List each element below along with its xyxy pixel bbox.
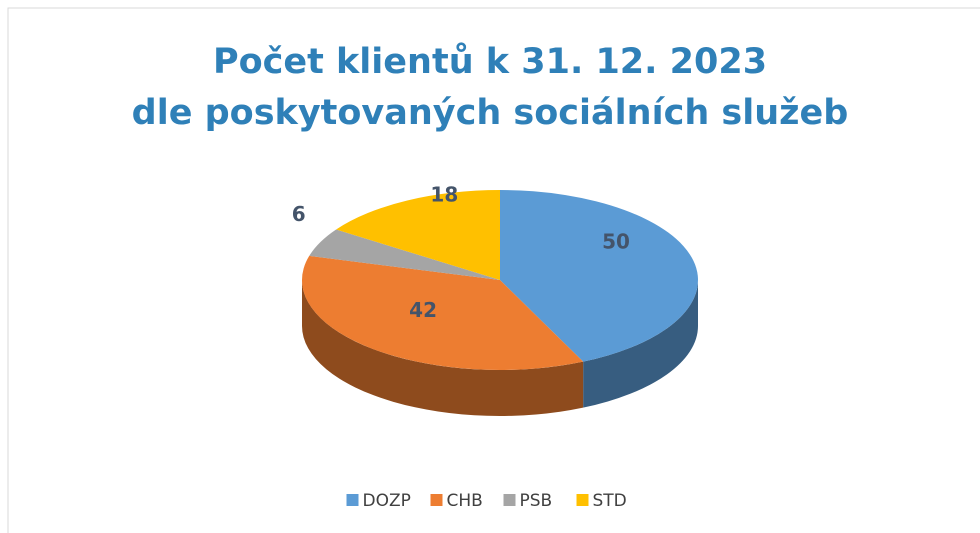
legend-item: DOZP xyxy=(346,491,411,511)
chart-title: Počet klientů k 31. 12. 2023 xyxy=(213,41,767,82)
data-label: 18 xyxy=(430,182,458,206)
chart-title: dle poskytovaných sociálních služeb xyxy=(132,93,849,133)
pie-side xyxy=(583,280,698,408)
data-label: 6 xyxy=(292,202,306,226)
legend-label: CHB xyxy=(447,491,483,511)
legend-item: CHB xyxy=(430,491,483,511)
legend-item: STD xyxy=(576,491,627,511)
legend-item: PSB xyxy=(503,491,553,511)
legend-swatch xyxy=(430,494,443,506)
legend-swatch xyxy=(576,494,589,506)
legend-label: STD xyxy=(593,491,627,511)
legend-swatch xyxy=(503,494,516,506)
legend-swatch xyxy=(346,494,359,506)
data-label: 50 xyxy=(602,229,630,253)
pie-side xyxy=(302,280,584,417)
pie-slice xyxy=(309,229,500,280)
data-label: 42 xyxy=(409,298,437,322)
pie-slice xyxy=(302,255,584,371)
legend-label: PSB xyxy=(520,491,553,511)
pie-slice xyxy=(336,190,500,280)
legend-label: DOZP xyxy=(363,491,411,511)
pie-slice xyxy=(500,190,699,362)
